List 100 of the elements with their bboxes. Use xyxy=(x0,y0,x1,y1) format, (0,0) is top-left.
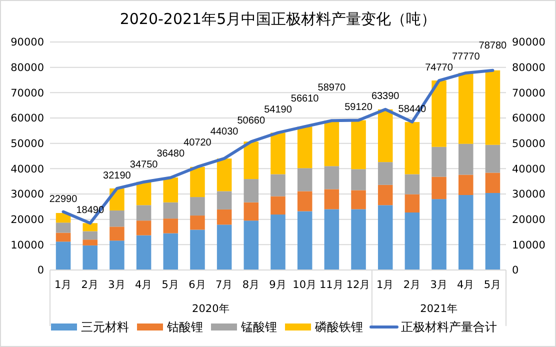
bar xyxy=(216,191,232,210)
x-tick-label: 6月 xyxy=(188,279,206,291)
bar xyxy=(378,184,393,206)
bar xyxy=(244,179,259,202)
bar xyxy=(56,242,71,270)
bar xyxy=(458,195,474,270)
y-tick-label: 10000 xyxy=(10,239,44,252)
bar xyxy=(216,209,232,225)
bar xyxy=(56,232,71,242)
legend-label: 正极材料产量合计 xyxy=(401,320,497,334)
bar xyxy=(351,190,366,210)
bar xyxy=(82,223,98,232)
bar xyxy=(190,216,205,230)
bar xyxy=(82,240,98,246)
bar xyxy=(190,230,205,270)
bar xyxy=(163,202,178,219)
bar xyxy=(378,109,393,162)
x-tick-label: 7月 xyxy=(215,279,234,291)
bar xyxy=(404,194,420,212)
y2-tick-label: 50000 xyxy=(512,138,546,150)
bar xyxy=(216,224,232,270)
data-label: 58970 xyxy=(318,82,346,94)
y2-tick-label: 80000 xyxy=(512,62,546,74)
data-label: 54190 xyxy=(264,104,292,116)
y-tick-label: 70000 xyxy=(10,87,44,100)
bar xyxy=(136,182,152,206)
bar xyxy=(324,166,340,190)
bar xyxy=(216,158,232,192)
y2-tick-label: 40000 xyxy=(512,163,546,176)
x-tick-label: 5月 xyxy=(162,279,180,291)
bar xyxy=(110,240,124,270)
data-label: 59120 xyxy=(344,102,373,114)
data-label: 34750 xyxy=(130,159,158,170)
x-tick-label: 8月 xyxy=(242,279,260,291)
bar xyxy=(56,222,71,233)
y2-tick-label: 60000 xyxy=(512,112,546,125)
y-tick-label: 30000 xyxy=(10,188,44,201)
bar xyxy=(244,220,259,270)
bar xyxy=(458,72,474,144)
bar xyxy=(110,226,124,241)
x-tick-label: 1月 xyxy=(54,279,72,291)
data-label: 40720 xyxy=(184,137,212,148)
x-tick-label: 3月 xyxy=(430,279,448,291)
data-label: 56610 xyxy=(290,93,320,104)
bar xyxy=(82,231,98,240)
bar xyxy=(270,174,286,196)
bar xyxy=(110,210,124,227)
x-tick-label: 5月 xyxy=(484,279,502,291)
y2-tick-label: 70000 xyxy=(512,87,546,100)
bar xyxy=(378,162,393,185)
data-label: 50660 xyxy=(237,115,266,126)
bar xyxy=(378,205,393,270)
bar xyxy=(244,142,259,180)
bar xyxy=(485,70,500,145)
bar xyxy=(297,211,312,270)
text: 2020年 xyxy=(192,303,230,315)
data-label: 74770 xyxy=(425,62,454,74)
y-tick-label: 0 xyxy=(37,264,44,277)
y2-tick-label: 10000 xyxy=(512,239,546,252)
bar xyxy=(432,146,446,177)
bar xyxy=(485,144,500,173)
y-tick-label: 60000 xyxy=(10,112,44,125)
bar xyxy=(432,199,446,270)
bar xyxy=(163,178,178,202)
legend-label: 磷酸铁锂 xyxy=(314,320,363,334)
data-label: 22990 xyxy=(49,194,78,205)
bar xyxy=(432,80,446,147)
y-tick-label: 40000 xyxy=(10,163,44,176)
bar xyxy=(190,166,205,198)
x-tick-label: 4月 xyxy=(134,279,153,291)
bar xyxy=(404,122,420,174)
y2-tick-label: 30000 xyxy=(512,188,546,201)
bar xyxy=(485,172,500,193)
data-label: 44030 xyxy=(210,126,239,138)
bar xyxy=(136,220,152,236)
bar xyxy=(458,174,474,196)
legend-label: 锰酸锂 xyxy=(240,320,277,334)
bar xyxy=(351,120,366,170)
bar xyxy=(270,196,286,215)
bar xyxy=(297,168,312,192)
x-tick-label: 4月 xyxy=(457,279,475,291)
bar xyxy=(324,209,340,270)
y2-tick-label: 90000 xyxy=(512,36,546,49)
x-tick-label: 12月 xyxy=(346,279,371,291)
bar xyxy=(351,169,366,190)
bar xyxy=(297,191,312,212)
x-tick-label: 10月 xyxy=(292,279,318,291)
x-tick-label: 2月 xyxy=(81,279,99,291)
data-label: 32190 xyxy=(103,170,132,182)
bar xyxy=(432,176,446,200)
legend-label: 三元材料 xyxy=(81,320,129,334)
bar xyxy=(136,205,152,221)
bar xyxy=(351,209,366,270)
bar xyxy=(324,120,340,166)
y-tick-label: 90000 xyxy=(10,36,44,49)
y-tick-label: 50000 xyxy=(10,138,44,150)
legend-label: 钴酸锂 xyxy=(166,320,203,334)
x-tick-label: 1月 xyxy=(376,279,394,291)
y-tick-label: 20000 xyxy=(10,214,44,226)
data-label: 78780 xyxy=(478,40,508,52)
